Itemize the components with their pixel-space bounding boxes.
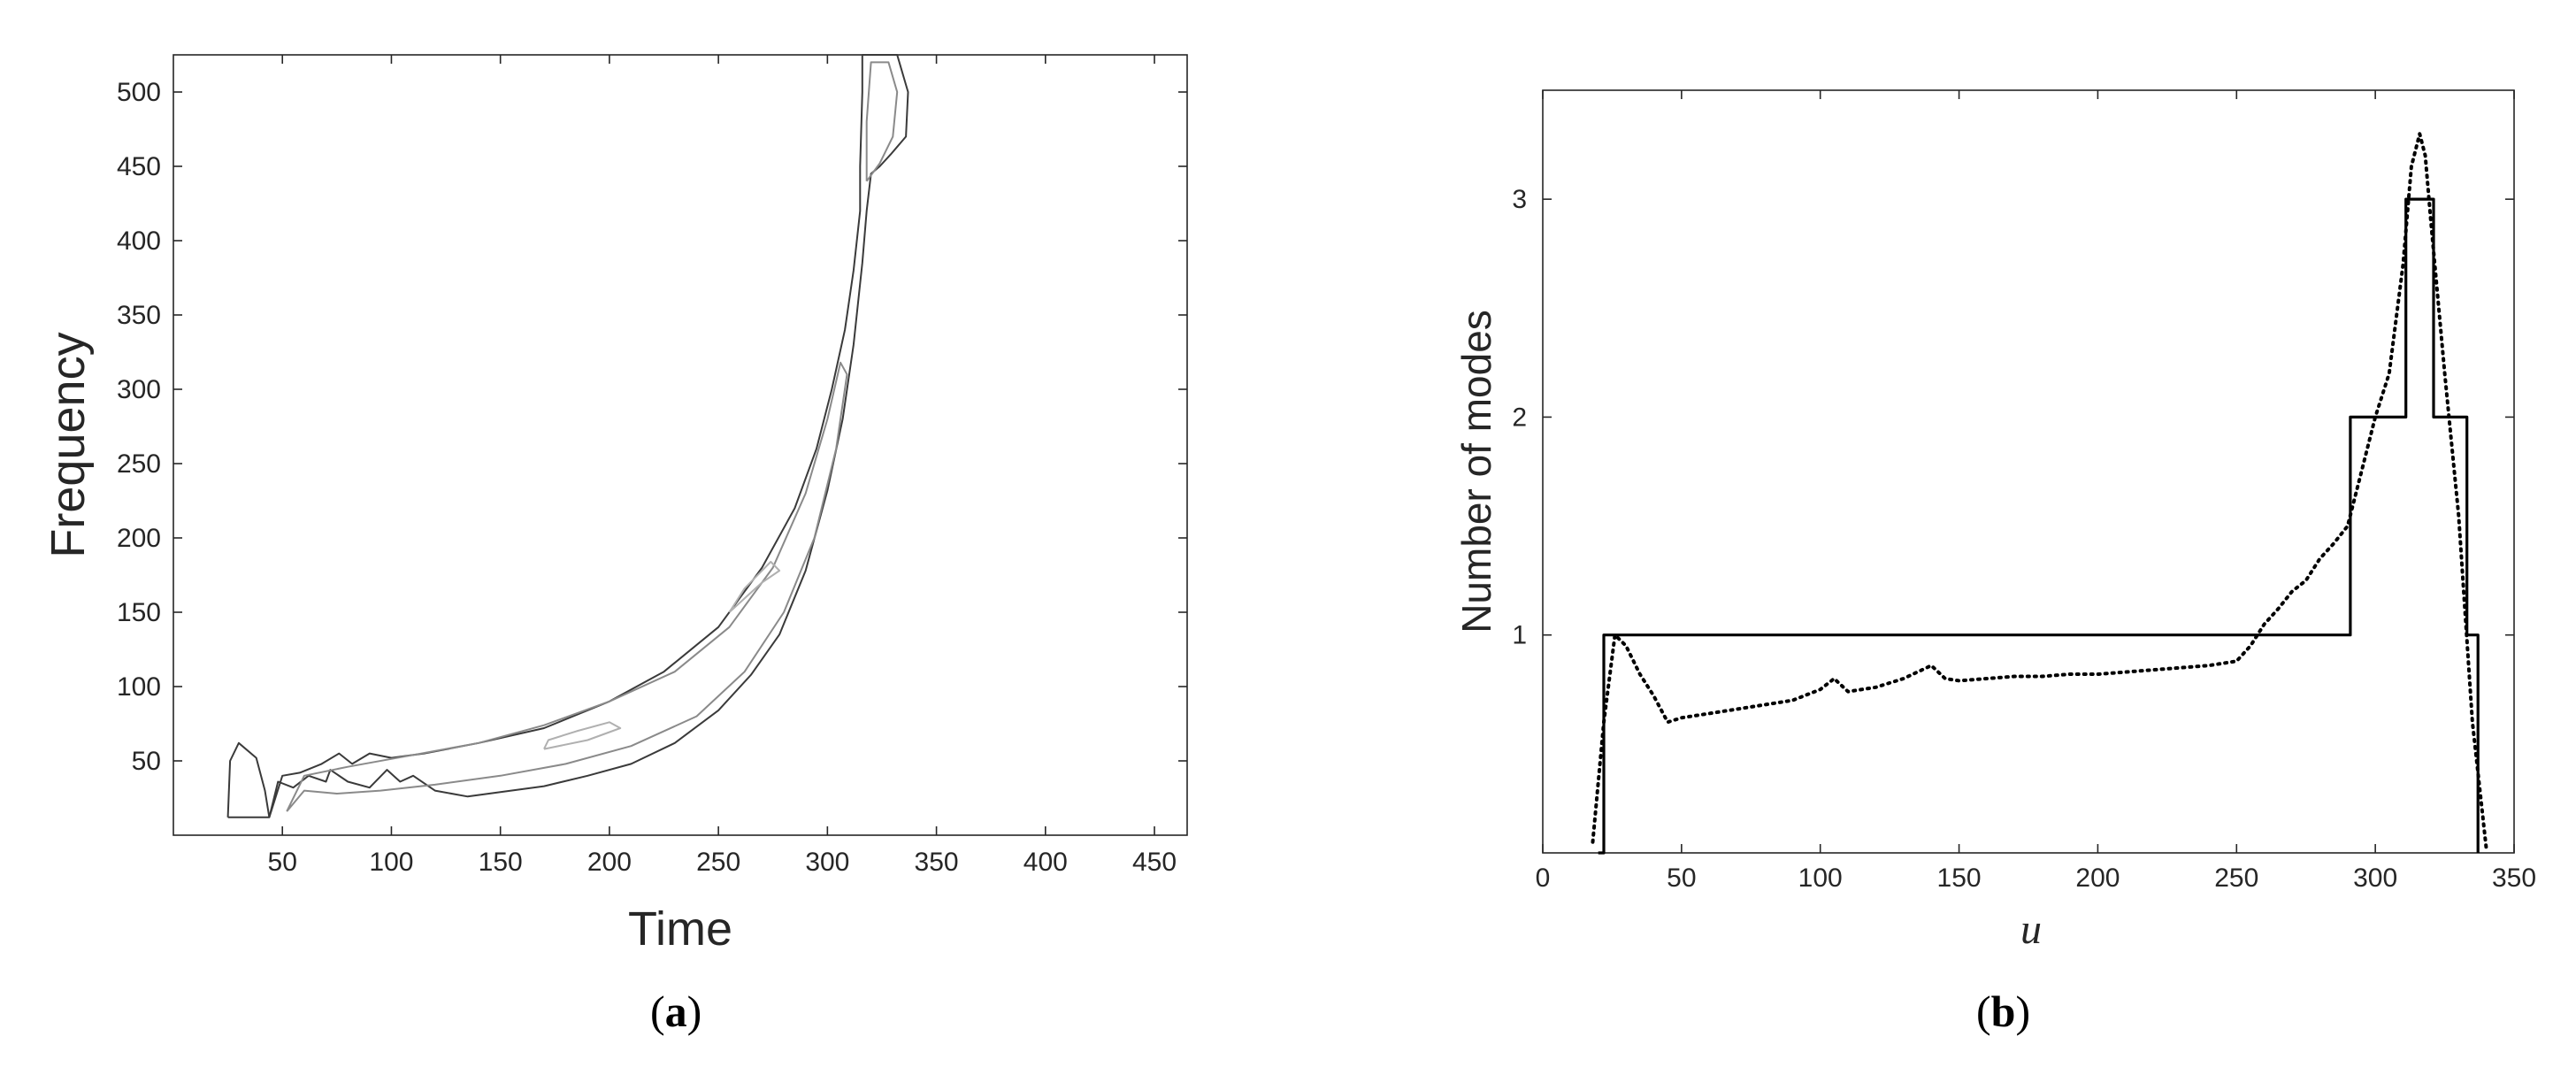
contour-line-left-lobe [226,741,271,818]
contour-line-core [728,560,781,613]
panel-b-caption: (b) [1976,986,2030,1036]
panel-a-caption-letter: a [665,986,687,1036]
x-tick-label: 150 [1937,864,1982,893]
x-tick-label: 50 [1667,864,1696,893]
y-tick-label: 250 [117,449,161,479]
y-tick-label: 2 [1512,403,1527,432]
x-tick-label: 0 [1536,864,1551,893]
y-tick-label: 350 [117,301,161,330]
panel-a-contour-plot: 50 100 150 200 250 300 350 400 450 50 100 150 200 25… [42,54,1188,1036]
x-tick-label: 300 [2353,864,2397,893]
contour-line-top-inner [865,61,899,182]
x-tick-label: 100 [1798,864,1843,893]
panel-b-series [1591,132,2488,855]
x-tick-label: 400 [1024,848,1068,877]
y-tick-label: 200 [117,524,161,553]
x-tick-label: 250 [2214,864,2258,893]
panel-b-line-plot: 0 50 100 150 200 250 300 350 1 2 3 u Number of mo… [1453,89,2536,1036]
x-tick-label: 150 [479,848,523,877]
y-tick-label: 400 [117,226,161,256]
x-tick-label: 100 [369,848,413,877]
contour-line-outer [268,54,909,818]
y-tick-label: 3 [1512,185,1527,214]
panel-b-y-label: Number of modes [1453,310,1499,633]
x-tick-label: 200 [587,848,632,877]
panel-a-axes-box [172,54,1188,836]
y-tick-label: 100 [117,672,161,702]
panel-b-caption-letter: b [1991,986,2016,1036]
x-tick-label: 450 [1132,848,1177,877]
y-tick-label: 150 [117,598,161,627]
panel-b-x-label: u [2020,906,2042,953]
panel-b-y-ticks: 1 2 3 [1512,185,2514,650]
panel-a-caption: (a) [650,986,702,1036]
x-tick-label: 250 [696,848,740,877]
y-tick-label: 500 [117,78,161,107]
x-tick-label: 350 [2492,864,2536,893]
x-tick-label: 350 [915,848,959,877]
panel-a-y-ticks: 50 100 150 200 250 300 350 400 450 500 [117,78,1187,776]
panel-a-contours [226,54,909,818]
y-tick-label: 450 [117,152,161,181]
panel-a-x-label: Time [628,902,732,956]
x-tick-label: 50 [268,848,297,877]
x-tick-label: 300 [805,848,849,877]
y-tick-label: 300 [117,375,161,404]
y-tick-label: 50 [132,747,161,776]
panel-b-x-ticks: 0 50 100 150 200 250 300 350 [1536,90,2536,893]
series-line-dotted [1591,132,2488,851]
y-tick-label: 1 [1512,621,1527,650]
contour-line-inner [286,361,848,812]
contour-line-core [543,721,622,750]
panel-a-x-ticks: 50 100 150 200 250 300 350 400 450 [268,55,1177,877]
panel-a-y-label: Frequency [42,332,95,557]
panel-b-axes-box [1542,89,2515,854]
x-tick-label: 200 [2075,864,2120,893]
